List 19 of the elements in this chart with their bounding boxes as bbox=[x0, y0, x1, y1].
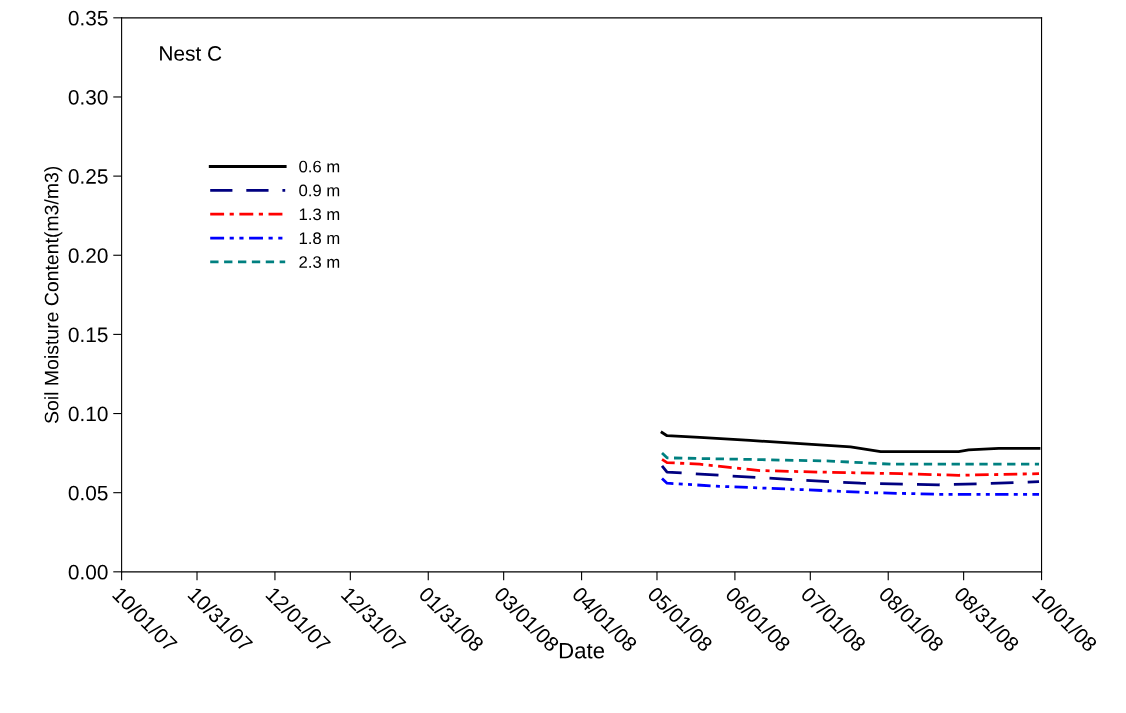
y-axis-title: Soil Moisture Content(m3/m3) bbox=[44, 166, 63, 424]
legend-label: 1.3 m bbox=[299, 208, 340, 221]
y-tick-label: 0.20 bbox=[68, 248, 108, 264]
y-tick-label: 0.05 bbox=[68, 485, 108, 501]
annotation: Nest C bbox=[160, 46, 222, 61]
line-series bbox=[660, 464, 1041, 487]
y-tick-label: 0.00 bbox=[68, 564, 108, 580]
y-tick-label: 0.15 bbox=[68, 327, 108, 343]
y-tick-label: 0.30 bbox=[68, 89, 108, 105]
legend-label: 1.8 m bbox=[299, 232, 340, 245]
line-series bbox=[660, 458, 1041, 477]
legend-label: 0.6 m bbox=[299, 160, 340, 173]
line-series bbox=[660, 477, 1041, 496]
y-tick-label: 0.25 bbox=[68, 169, 108, 184]
y-tick-label: 0.35 bbox=[68, 10, 108, 26]
y-tick-label: 0.10 bbox=[68, 406, 108, 422]
line-series bbox=[660, 451, 1041, 466]
legend-label: 2.3 m bbox=[299, 256, 340, 268]
legend-label: 0.9 m bbox=[299, 184, 340, 197]
